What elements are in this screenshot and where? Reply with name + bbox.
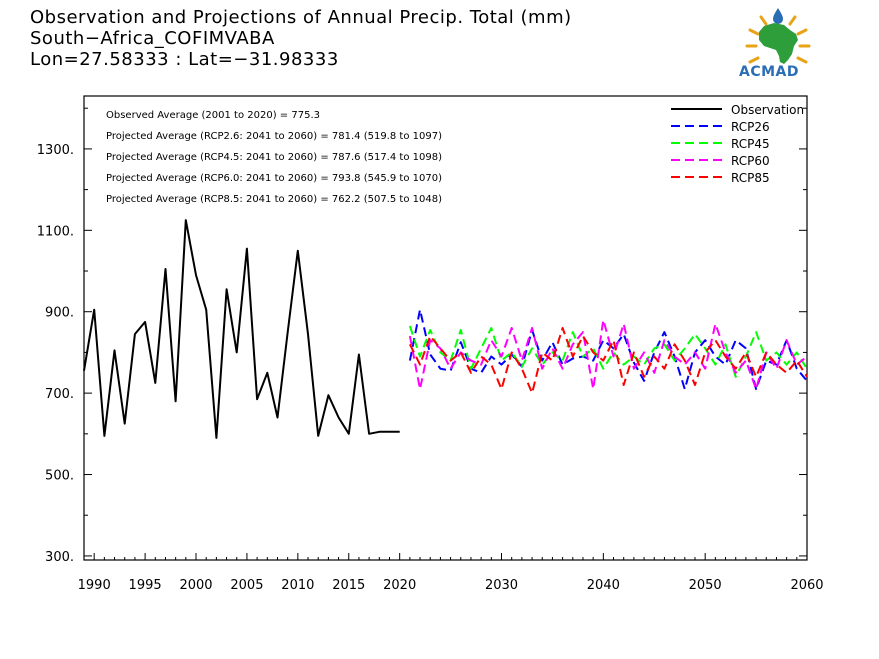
legend-entry-rcp45: RCP45: [671, 137, 770, 151]
logo-africa-shape: [759, 23, 798, 64]
series-rcp60: [408, 318, 808, 391]
y-tick-label: 300.: [45, 550, 74, 565]
legend-label: RCP85: [731, 171, 770, 185]
x-tick-label: 2010: [281, 578, 314, 593]
coordinates-label: Lon=27.58333 : Lat=−31.98333: [30, 49, 339, 70]
y-tick-label: 700.: [45, 387, 74, 402]
chart-header: Observation and Projections of Annual Pr…: [30, 7, 572, 70]
x-tick-label: 2000: [179, 578, 212, 593]
plot-border: [83, 95, 808, 561]
x-tick-label: 2005: [230, 578, 263, 593]
annotation-line: Projected Average (RCP2.6: 2041 to 2060)…: [106, 131, 442, 142]
y-tick-label: 500.: [45, 469, 74, 484]
legend-entry-observation: Observation: [671, 103, 804, 117]
x-tick-label: 2040: [587, 578, 620, 593]
x-tick-label: 2030: [485, 578, 518, 593]
location-label: South−Africa_COFIMVABA: [30, 28, 275, 49]
legend-label: Observation: [731, 103, 804, 117]
x-tick-label: 2015: [332, 578, 365, 593]
y-tick-label: 1100.: [37, 224, 74, 239]
annotation-line: Observed Average (2001 to 2020) = 775.3: [106, 110, 320, 121]
series-rcp26: [408, 308, 808, 391]
annotation-line: Projected Average (RCP6.0: 2041 to 2060)…: [106, 173, 442, 184]
x-tick-label: 1990: [78, 578, 111, 593]
y-tick-label: 1300.: [37, 143, 74, 158]
chart-title: Observation and Projections of Annual Pr…: [30, 7, 572, 28]
africa-map-icon: [745, 8, 811, 64]
legend-label: RCP26: [731, 120, 770, 134]
series-observation: [83, 219, 400, 439]
legend-entry-rcp26: RCP26: [671, 120, 770, 134]
x-tick-label: 2060: [790, 578, 823, 593]
y-tick-label: 900.: [45, 306, 74, 321]
legend-label: RCP60: [731, 154, 770, 168]
legend-entry-rcp85: RCP85: [671, 171, 770, 185]
logo-text: ACMAD: [739, 64, 799, 80]
legend-entry-rcp60: RCP60: [671, 154, 770, 168]
series-rcp85: [409, 327, 808, 395]
annotation-line: Projected Average (RCP8.5: 2041 to 2060)…: [106, 194, 442, 205]
annotation-line: Projected Average (RCP4.5: 2041 to 2060)…: [106, 152, 442, 163]
logo-drop-icon: [773, 8, 783, 24]
x-tick-label: 1995: [129, 578, 162, 593]
x-tick-label: 2020: [383, 578, 416, 593]
x-tick-label: 2050: [689, 578, 722, 593]
legend-label: RCP45: [731, 137, 770, 151]
